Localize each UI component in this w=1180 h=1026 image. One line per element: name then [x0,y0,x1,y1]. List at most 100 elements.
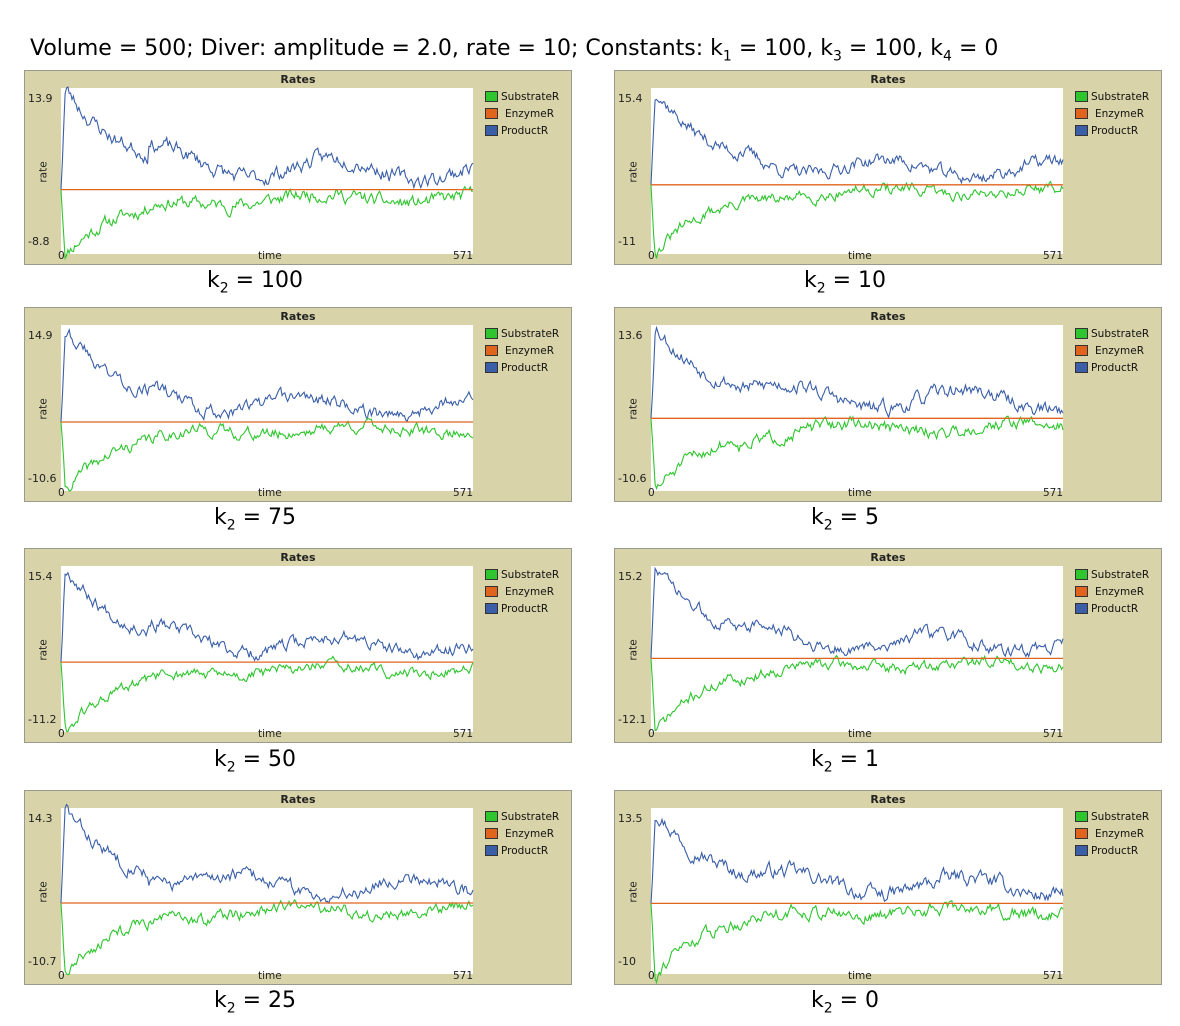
legend-swatch [1075,828,1088,839]
plot-area [60,566,474,733]
y-max-label: 13.9 [28,92,53,105]
legend-item: SubstrateR [1075,88,1149,105]
legend-item: SubstrateR [485,88,559,105]
chart-panel: Rates 15.4 -11.2 rate 0 time 571 SubstrateR Enzy… [24,548,572,743]
chart-title: Rates [870,310,906,323]
y-max-label: 14.9 [28,329,53,342]
plot-background [651,566,1063,732]
legend: SubstrateR EnzymeR ProductR [1075,88,1149,139]
panel-caption: k2 = 10 [803,268,887,297]
legend: SubstrateR EnzymeR ProductR [1075,566,1149,617]
legend-swatch [1075,362,1088,373]
y-min-label: -11.2 [28,713,57,726]
legend-item: ProductR [1075,842,1149,859]
legend-item: SubstrateR [1075,566,1149,583]
legend-swatch [485,845,498,856]
plot-background [61,808,473,974]
x-axis-label: time [258,970,282,982]
chart-panel: Rates 13.9 -8.8 rate 0 time 571 SubstrateR Enzym… [24,70,572,265]
legend-label: EnzymeR [1095,585,1144,598]
panel-caption: k2 = 25 [213,988,297,1017]
x-axis-label: time [848,728,872,740]
x-axis-label: time [848,250,872,262]
legend-item: EnzymeR [485,583,559,600]
x-min-label: 0 [648,970,655,982]
y-max-label: 13.5 [618,812,643,825]
x-max-label: 571 [1043,487,1064,499]
y-axis-label: rate [37,398,50,420]
legend: SubstrateR EnzymeR ProductR [1075,808,1149,859]
plot-background [651,325,1063,491]
legend-label: SubstrateR [501,327,560,340]
legend: SubstrateR EnzymeR ProductR [485,88,559,139]
legend-item: EnzymeR [1075,583,1149,600]
y-max-label: 15.4 [618,92,643,105]
legend-swatch [1075,569,1088,580]
legend-label: ProductR [501,361,549,374]
x-min-label: 0 [58,728,65,740]
y-min-label: -8.8 [28,235,50,248]
legend-swatch [485,586,498,597]
legend-swatch [1075,328,1088,339]
chart-title: Rates [870,793,906,806]
y-axis-label: rate [627,161,640,183]
legend-label: ProductR [1091,602,1139,615]
x-max-label: 571 [453,487,474,499]
legend-label: SubstrateR [501,90,560,103]
panel-caption: k2 = 1 [810,747,880,776]
series-line-productr [650,325,1064,420]
chart-panel: Rates 14.3 -10.7 rate 0 time 571 SubstrateR Enzy… [24,790,572,985]
series-line-substrater [650,654,1064,732]
y-min-label: -10.6 [28,472,57,485]
legend-item: SubstrateR [485,566,559,583]
legend-label: EnzymeR [505,344,554,357]
legend-item: EnzymeR [1075,342,1149,359]
legend-item: SubstrateR [485,808,559,825]
legend-label: EnzymeR [1095,107,1144,120]
panel-caption: k2 = 0 [810,988,880,1017]
legend-item: SubstrateR [1075,325,1149,342]
plot-area [650,88,1064,259]
legend: SubstrateR EnzymeR ProductR [485,566,559,617]
chart-title: Rates [280,73,316,86]
y-min-label: -10 [618,955,636,968]
x-min-label: 0 [648,728,655,740]
legend-label: ProductR [501,124,549,137]
legend-item: EnzymeR [485,105,559,122]
y-axis-label: rate [37,161,50,183]
y-max-label: 13.6 [618,329,643,342]
legend-label: EnzymeR [1095,344,1144,357]
plot-background [61,325,473,491]
chart-panel: Rates 15.2 -12.1 rate 0 time 571 SubstrateR Enzy… [614,548,1162,743]
legend-swatch [485,91,498,102]
legend-item: SubstrateR [485,325,559,342]
x-max-label: 571 [1043,728,1064,740]
series-line-productr [60,327,474,423]
legend-swatch [485,828,498,839]
x-axis-label: time [258,728,282,740]
legend-label: ProductR [1091,361,1139,374]
legend-label: ProductR [1091,124,1139,137]
legend-swatch [485,328,498,339]
plot-area [60,325,474,492]
plot-background [651,88,1063,254]
chart-title: Rates [870,73,906,86]
series-line-substrater [650,415,1064,491]
title-subscript: 3 [832,48,842,65]
plot-background [651,808,1063,974]
legend-label: SubstrateR [1091,90,1150,103]
legend-item: ProductR [485,122,559,139]
chart-panel: Rates 13.5 -10 rate 0 time 571 SubstrateR Enzyme… [614,790,1162,985]
panel-caption: k2 = 75 [213,505,297,534]
chart-title: Rates [870,551,906,564]
plot-area [650,808,1064,985]
plot-area [650,325,1064,491]
y-min-label: -10.7 [28,955,57,968]
legend-label: EnzymeR [505,107,554,120]
title-text: = 0 [951,36,999,61]
y-axis-label: rate [37,881,50,903]
panel-caption: k2 = 50 [213,747,297,776]
legend-item: EnzymeR [485,825,559,842]
legend-item: ProductR [1075,122,1149,139]
legend: SubstrateR EnzymeR ProductR [1075,325,1149,376]
